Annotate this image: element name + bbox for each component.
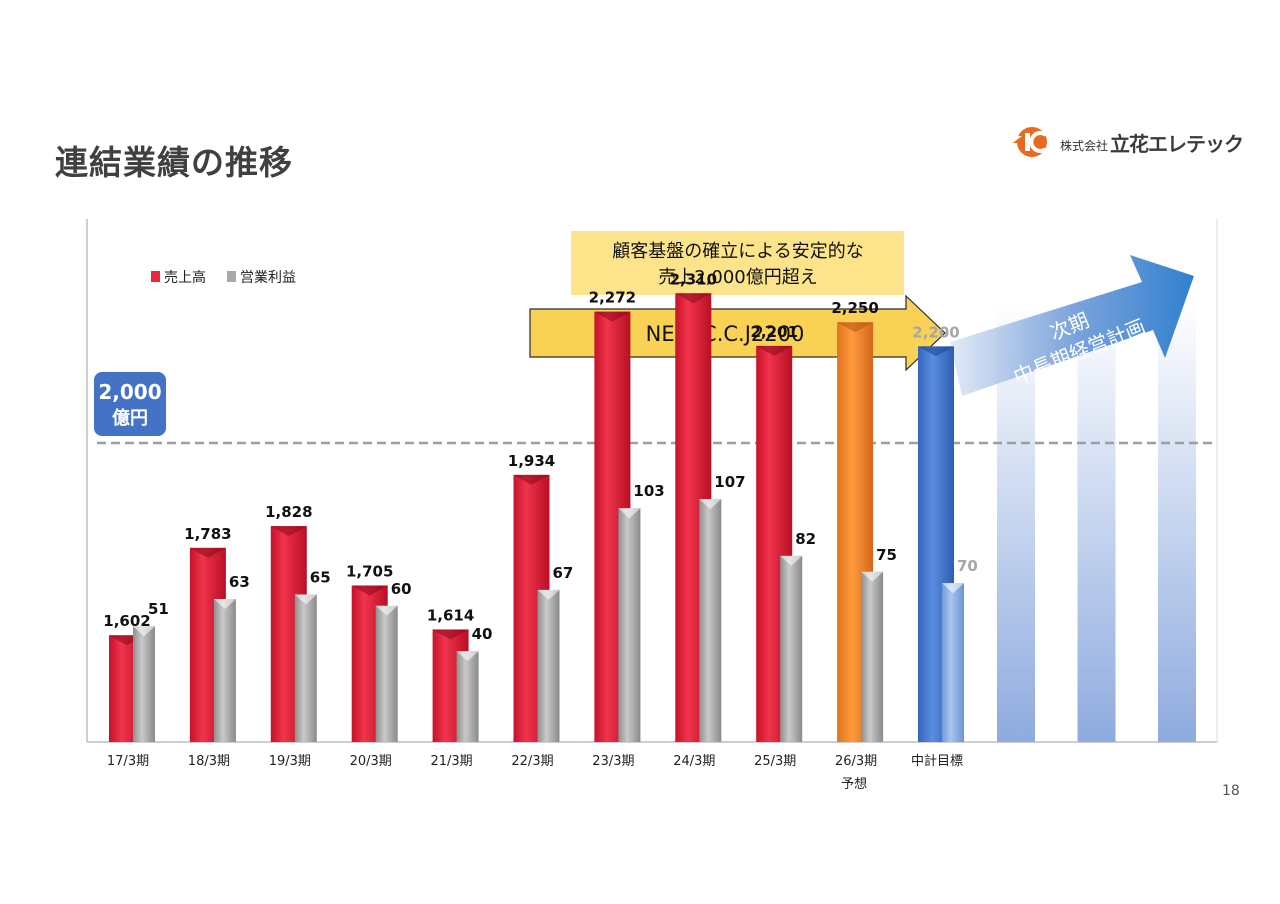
profit-data-label: 40	[472, 625, 493, 643]
profit-data-label: 65	[310, 568, 331, 586]
x-tick-label: 22/3期	[511, 754, 553, 769]
profit-data-label: 75	[876, 546, 897, 564]
future-column	[1077, 300, 1116, 742]
profit-data-label: 107	[714, 473, 745, 491]
profit-data-label: 67	[553, 564, 574, 582]
callout-box: 顧客基盤の確立による安定的な 売上2,000億円超え	[571, 231, 904, 295]
reference-badge: 2,000 億円	[94, 372, 166, 436]
reference-badge-unit: 億円	[112, 407, 148, 429]
x-tick-label: 26/3期	[835, 754, 877, 769]
tc-logo-icon	[1010, 127, 1048, 157]
profit-bar	[133, 626, 155, 742]
sales-data-label: 2,250	[831, 299, 878, 317]
x-tick-label: 19/3期	[269, 754, 311, 769]
sales-data-label: 1,828	[265, 503, 312, 521]
sales-data-label: 2,201	[750, 323, 797, 341]
x-tick-label: 20/3期	[350, 754, 392, 769]
sales-data-label: 1,934	[508, 452, 555, 470]
logo-small-text: 株式会社	[1060, 138, 1109, 153]
plan-arrow: NEW C.C.J2200	[529, 294, 946, 372]
profit-bar	[618, 508, 641, 742]
x-tick-label: 21/3期	[430, 754, 472, 769]
chart-legend: 売上高 営業利益	[151, 269, 296, 286]
profit-bar	[537, 589, 560, 742]
legend-label-profit: 営業利益	[240, 270, 296, 286]
profit-bar	[780, 555, 803, 742]
x-tick-label: 25/3期	[754, 754, 796, 769]
callout-line2: 売上2,000億円超え	[658, 267, 818, 288]
profit-bar	[861, 571, 884, 742]
sales-data-label: 1,705	[346, 562, 393, 580]
legend-swatch-sales	[151, 271, 160, 282]
reference-badge-value: 2,000	[98, 380, 161, 404]
x-tick-note: 予想	[841, 776, 867, 792]
sales-data-label: 1,602	[103, 612, 150, 630]
legend-label-sales: 売上高	[164, 269, 206, 286]
x-tick-label: 17/3期	[107, 754, 149, 769]
profit-bar	[213, 598, 236, 742]
sales-data-label: 2,310	[670, 270, 717, 288]
profit-data-label: 63	[229, 573, 250, 591]
company-logo: 株式会社 立花エレテック	[1010, 124, 1244, 160]
x-tick-label: 中計目標	[911, 753, 963, 769]
logo-company-name: 立花エレテック	[1110, 131, 1244, 156]
future-column	[1158, 300, 1196, 742]
next-plan-arrow: 次期 中長期経営計画	[950, 255, 1194, 396]
x-tick-label: 23/3期	[592, 754, 634, 769]
plan-arrow-label: NEW C.C.J2200	[646, 322, 805, 346]
x-tick-label: 24/3期	[673, 754, 715, 769]
profit-data-label: 103	[633, 482, 664, 500]
sales-data-label: 2,200	[912, 323, 959, 341]
legend-swatch-profit	[227, 271, 236, 282]
profit-data-label: 51	[148, 600, 169, 618]
sales-data-label: 1,783	[184, 525, 231, 543]
page-number: 18	[1222, 783, 1240, 799]
sales-data-label: 2,272	[589, 289, 636, 307]
profit-data-label: 60	[391, 580, 412, 598]
profit-bar	[375, 605, 398, 742]
callout-line1: 顧客基盤の確立による安定的な	[612, 241, 863, 262]
x-tick-label: 18/3期	[188, 754, 230, 769]
profit-data-label: 82	[795, 530, 816, 548]
profit-data-label: 70	[957, 557, 978, 575]
profit-bar	[942, 583, 964, 742]
profit-bar	[699, 499, 722, 742]
profit-bar	[294, 594, 317, 742]
profit-bar	[456, 651, 479, 742]
page-title: 連結業績の推移	[55, 143, 293, 182]
sales-data-label: 1,614	[427, 606, 474, 624]
